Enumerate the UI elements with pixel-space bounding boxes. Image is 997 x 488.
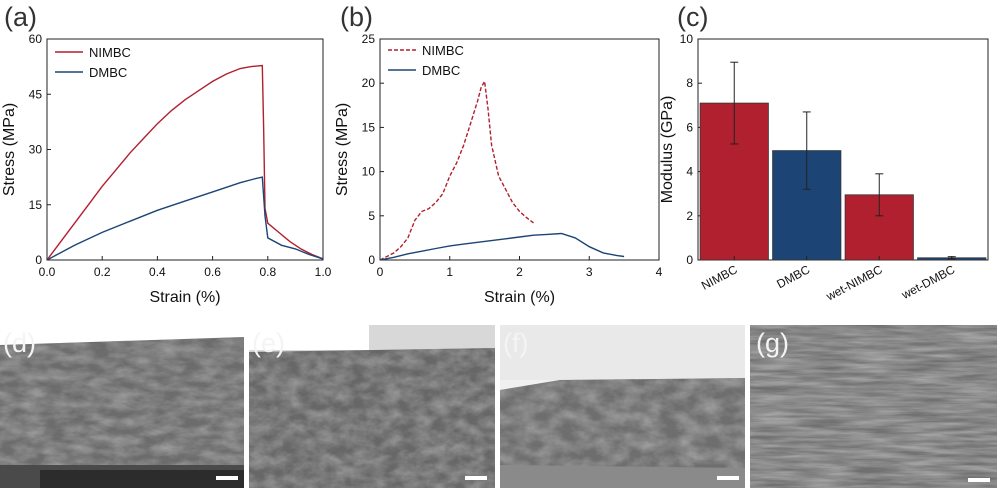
series-line-dmbc bbox=[380, 232, 625, 260]
legend-label-dmbc: DMBC bbox=[89, 65, 127, 80]
y-tick-label: 45 bbox=[29, 87, 43, 101]
y-tick-label: 15 bbox=[29, 198, 43, 212]
legend-label-nimbc: NIMBC bbox=[89, 45, 131, 60]
plot-frame bbox=[697, 38, 989, 261]
y-tick-label: 4 bbox=[686, 165, 693, 179]
series-line-nimbc bbox=[380, 79, 534, 260]
sem-label-e: (e) bbox=[252, 328, 285, 358]
scale-bar-icon bbox=[968, 478, 990, 482]
x-tick-label: 3 bbox=[586, 265, 593, 279]
y-tick-label: 15 bbox=[362, 120, 376, 134]
y-tick-label: 10 bbox=[680, 32, 694, 46]
x-tick-label: 4 bbox=[656, 265, 663, 279]
x-tick-label: 2 bbox=[516, 265, 523, 279]
sem-image-g: (g) bbox=[750, 325, 997, 488]
scale-bar-icon bbox=[216, 476, 238, 480]
y-tick-label: 0 bbox=[35, 253, 42, 267]
y-tick-label: 8 bbox=[686, 76, 693, 90]
scale-bar-icon bbox=[717, 476, 739, 480]
chart-modulus-bars: 0 2 4 6 8 10 Modulus (GPa) NIMBC DMBC wet-NIMBC we… bbox=[659, 32, 989, 304]
sem-image-d: (d) bbox=[0, 325, 244, 488]
panel-label-b: (b) bbox=[340, 2, 373, 32]
y-tick-label: 6 bbox=[686, 120, 693, 134]
x-tick-label: 0.6 bbox=[204, 265, 221, 279]
y-axis-label: Stress (MPa) bbox=[1, 103, 18, 196]
x-tick-label: 1 bbox=[446, 265, 453, 279]
panel-label-c: (c) bbox=[677, 2, 708, 32]
chart-stress-strain-b: 0 1 2 3 4 0 5 10 15 20 25 Strain (%) Stress (MPa) NIM… bbox=[334, 32, 663, 306]
x-axis-label: Strain (%) bbox=[149, 289, 220, 306]
series-line-dmbc bbox=[47, 176, 323, 260]
x-tick-label: 0.8 bbox=[259, 265, 276, 279]
x-tick-label: NIMBC bbox=[699, 262, 740, 293]
series-group bbox=[380, 79, 625, 260]
y-tick-label: 5 bbox=[368, 209, 375, 223]
x-tick-label: wet-DMBC bbox=[898, 262, 957, 302]
x-tick-label: 1.0 bbox=[315, 265, 332, 279]
series-line-nimbc bbox=[47, 64, 323, 260]
y-tick-label: 10 bbox=[362, 165, 376, 179]
y-tick-label: 60 bbox=[29, 32, 43, 46]
sem-label-d: (d) bbox=[3, 328, 36, 358]
y-tick-label: 0 bbox=[686, 253, 693, 267]
legend-label-nimbc: NIMBC bbox=[422, 43, 464, 58]
y-tick-label: 0 bbox=[368, 253, 375, 267]
x-tick-label: 0.0 bbox=[39, 265, 56, 279]
y-axis-label: Modulus (GPa) bbox=[659, 96, 676, 204]
sem-image-e: (e) bbox=[249, 325, 495, 488]
series-group bbox=[47, 64, 323, 260]
x-tick-label: 0.2 bbox=[94, 265, 111, 279]
chart-stress-strain-a: 0.0 0.2 0.4 0.6 0.8 1.0 0 15 30 45 60 Strain (%) Str… bbox=[1, 32, 332, 306]
panel-label-a: (a) bbox=[4, 2, 37, 32]
x-tick-label: 0.4 bbox=[149, 265, 166, 279]
x-tick-label: 0 bbox=[377, 265, 384, 279]
y-tick-label: 20 bbox=[362, 76, 376, 90]
x-tick-label: wet-NIMBC bbox=[823, 262, 885, 304]
y-axis-label: Stress (MPa) bbox=[334, 103, 351, 196]
scale-bar-icon bbox=[465, 476, 487, 480]
legend-label-dmbc: DMBC bbox=[422, 63, 460, 78]
sem-image-f: (f) bbox=[500, 325, 745, 488]
y-tick-label: 25 bbox=[362, 32, 376, 46]
x-axis-label: Strain (%) bbox=[484, 289, 555, 306]
x-tick-label: DMBC bbox=[774, 262, 812, 291]
sem-label-f: (f) bbox=[503, 328, 528, 358]
y-tick-label: 2 bbox=[686, 209, 693, 223]
sem-label-g: (g) bbox=[756, 328, 789, 358]
y-tick-label: 30 bbox=[29, 143, 43, 157]
